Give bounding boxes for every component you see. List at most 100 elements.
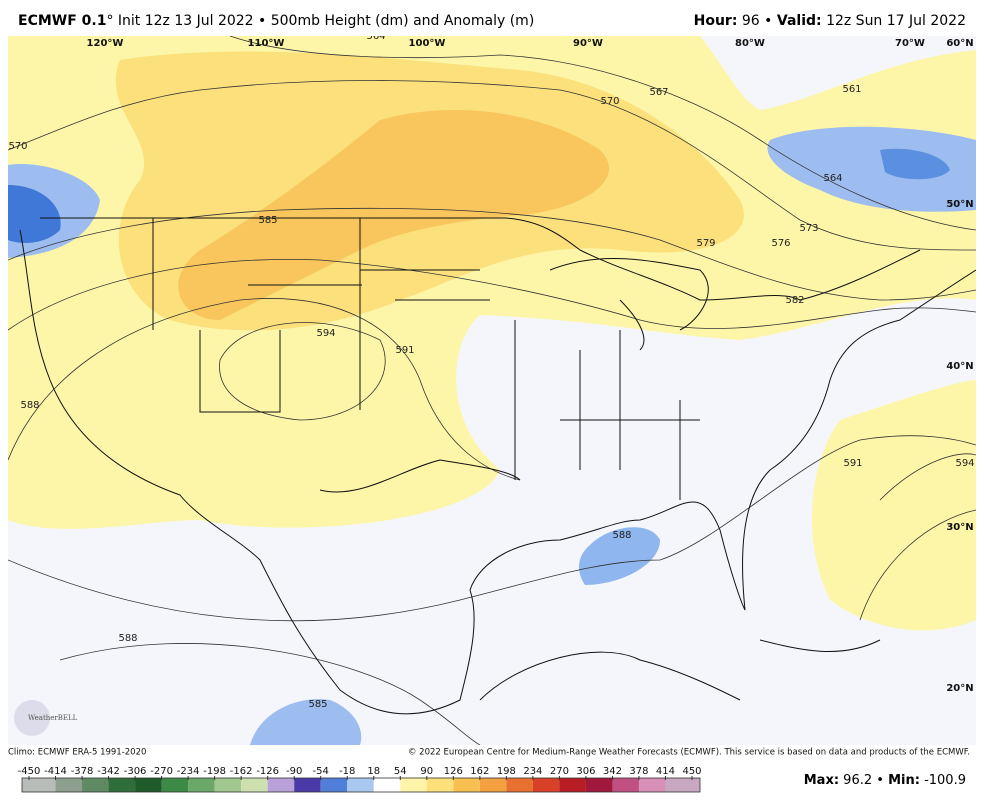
- min: -100.9: [924, 773, 966, 788]
- colorbar-label: -414: [44, 766, 67, 777]
- logo-mark: [14, 700, 50, 736]
- colorbar-label: -270: [150, 766, 173, 777]
- colorbar-segment: [532, 778, 560, 792]
- longitude-label: 120°W: [87, 38, 124, 49]
- colorbar-label: 270: [550, 766, 569, 777]
- geo-label-group: 120°W 110°W 100°W 90°W 80°W 70°W 60°N 50°N 40°N 3…: [87, 38, 974, 694]
- contours: [8, 36, 976, 745]
- negative-anomaly: [767, 126, 976, 212]
- colorbar-label: 198: [497, 766, 516, 777]
- negative-anomaly: [578, 527, 660, 585]
- colorbar-segment: [479, 778, 507, 792]
- colorbar-label: -450: [18, 766, 41, 777]
- contour-label: 564: [823, 173, 842, 184]
- colorbar-label: 126: [444, 766, 463, 777]
- degree: °: [106, 13, 113, 29]
- contour-label: 588: [612, 530, 631, 541]
- climo: Climo: ECMWF ERA-5 1991-2020: [8, 748, 146, 758]
- colorbar-label: 162: [470, 766, 489, 777]
- colorbar-segment: [320, 778, 348, 792]
- colorbar-segment: [400, 778, 427, 792]
- contour-label: 570: [600, 96, 619, 107]
- valid-label: Valid:: [777, 13, 822, 29]
- colorbar-label: 342: [603, 766, 622, 777]
- negative-anomaly: [8, 185, 61, 243]
- hour-label: Hour:: [694, 13, 738, 29]
- latitude-label: 30°N: [946, 522, 973, 533]
- colorbar-segment: [294, 778, 321, 792]
- colorbar-label: -378: [71, 766, 94, 777]
- stats: Max: 96.2 • Min: -100.9: [804, 773, 966, 788]
- contour-label: 567: [649, 87, 668, 98]
- colorbar-segment: [214, 778, 242, 792]
- colorbar-segment: [347, 778, 374, 792]
- longitude-label: 80°W: [735, 38, 765, 49]
- contour-label: 591: [395, 345, 414, 356]
- colorbar-label: 414: [656, 766, 675, 777]
- valid: 12z Sun 17 Jul 2022: [826, 13, 966, 29]
- colorbar-segment: [82, 778, 109, 792]
- colorbar-label: -126: [256, 766, 279, 777]
- colorbar-segment: [108, 778, 136, 792]
- boundaries: [19, 217, 976, 715]
- longitude-label: 60°N: [946, 38, 973, 49]
- contour-label: 570: [8, 141, 27, 152]
- colorbar-segment: [453, 778, 480, 792]
- colorbar-label: -342: [97, 766, 120, 777]
- colorbar-segment: [638, 778, 666, 792]
- colorbar-label: 306: [576, 766, 595, 777]
- colorbar-segment: [55, 778, 83, 792]
- colorbar-label: 234: [523, 766, 542, 777]
- colorbar-label: 90: [420, 766, 433, 777]
- contour-label: 594: [316, 328, 335, 339]
- colorbar-segment: [188, 778, 215, 792]
- separator: •: [876, 773, 884, 788]
- colorbar-label: 54: [394, 766, 407, 777]
- latitude-label: 40°N: [946, 361, 973, 372]
- colorbar-label: 450: [682, 766, 701, 777]
- init: Init 12z 13 Jul 2022 • 500mb Height (dm)…: [118, 13, 534, 29]
- longitude-label: 90°W: [573, 38, 603, 49]
- contour-label: 579: [696, 238, 715, 249]
- hour: 96 •: [742, 13, 773, 29]
- colorbar: -450 -414 -378 -342 -306 -270 -234 -198 -162 -126…: [18, 766, 702, 793]
- negative-anomaly: [250, 699, 362, 745]
- colorbar-segment: [135, 778, 162, 792]
- colorbar-segment: [612, 778, 639, 792]
- contour-label: 591: [843, 458, 862, 469]
- colorbar-label: -54: [313, 766, 329, 777]
- latitude-label: 20°N: [946, 683, 973, 694]
- colorbar-segment: [585, 778, 613, 792]
- colorbar-segment: [506, 778, 533, 792]
- contour-label: 564: [366, 31, 385, 42]
- colorbar-label: -162: [230, 766, 253, 777]
- longitude-label: 110°W: [248, 38, 285, 49]
- contour-label: 588: [118, 633, 137, 644]
- colorbar-segment: [267, 778, 295, 792]
- positive-anomaly: [178, 110, 609, 320]
- header-left: ECMWF 0.1° Init 12z 13 Jul 2022 • 500mb …: [18, 13, 534, 29]
- contour-label: 573: [799, 223, 818, 234]
- contour-label-group: 564 567 570 561 570 564 573 576 579 585 582 594 591 5…: [8, 31, 974, 710]
- colorbar-label: -198: [203, 766, 226, 777]
- colorbar-segment: [241, 778, 268, 792]
- latitude-label: 50°N: [946, 199, 973, 210]
- longitude-label: 100°W: [409, 38, 446, 49]
- colorbar-segment: [559, 778, 586, 792]
- colorbar-segment: [426, 778, 454, 792]
- min-label: Min:: [888, 773, 920, 788]
- colorbar-segment: [665, 778, 700, 792]
- contour-label: 561: [842, 84, 861, 95]
- negative-anomaly: [880, 148, 950, 180]
- copyright: © 2022 European Centre for Medium-Range …: [408, 748, 970, 758]
- contour-label: 582: [785, 295, 804, 306]
- contour-label: 594: [955, 458, 974, 469]
- colorbar-label: -306: [124, 766, 147, 777]
- colorbar-label: -90: [286, 766, 302, 777]
- contour-label: 585: [258, 215, 277, 226]
- colorbar-frame: [21, 777, 701, 793]
- colorbar-label: 18: [367, 766, 380, 777]
- colorbar-segment: [161, 778, 189, 792]
- max-label: Max:: [804, 773, 839, 788]
